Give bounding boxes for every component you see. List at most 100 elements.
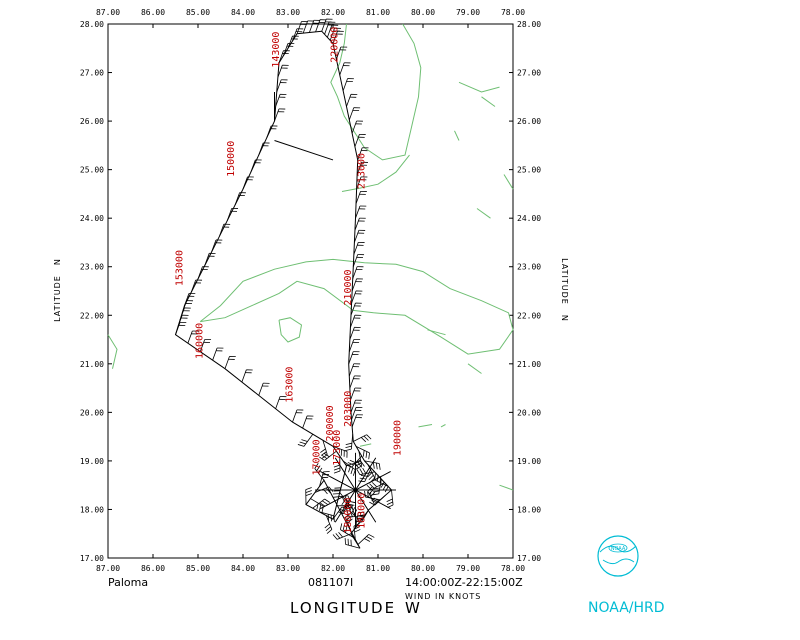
wind-barb [342, 460, 356, 471]
wind-barb [350, 315, 356, 328]
coastline [499, 484, 514, 491]
wind-barb [319, 511, 335, 517]
lon-label-bottom: 85.00 [186, 564, 210, 573]
wind-barb [321, 500, 328, 505]
lon-label-bottom: 83.00 [276, 564, 300, 573]
wind-barb [378, 463, 381, 470]
wind-barb [348, 351, 354, 364]
lon-label-top: 79.00 [456, 8, 480, 17]
wind-barb [278, 50, 284, 63]
wind-barb [354, 529, 361, 533]
plot-frame [107, 23, 514, 559]
wind-barb [367, 464, 376, 479]
lat-label-left: 25.00 [80, 166, 104, 175]
lat-label-right: 28.00 [517, 20, 541, 29]
wind-barb [343, 501, 348, 508]
time-label: 150000 [226, 141, 237, 177]
lat-label-right: 26.00 [517, 117, 541, 126]
wind-barb [348, 363, 355, 377]
wind-barb [342, 524, 345, 532]
wind-barb [360, 509, 370, 523]
logo-text: NOAA [611, 546, 626, 552]
coastline [418, 424, 433, 428]
wind-barb [301, 439, 308, 442]
wind-barb [348, 466, 351, 473]
wind-barb [346, 94, 352, 107]
wind-barb [351, 407, 357, 420]
wind-barb [347, 495, 351, 502]
wind-barb [355, 205, 361, 219]
wind-barb [360, 475, 368, 477]
wind-barb [332, 495, 348, 498]
wind-barb [344, 495, 348, 502]
wind-barb [346, 511, 350, 518]
wind-barb [258, 383, 264, 396]
wind-barb [340, 523, 343, 530]
wind-barb [338, 479, 344, 494]
coastline [503, 174, 514, 190]
wind-barb [368, 489, 374, 495]
coastlines [107, 23, 514, 491]
wind-barb [319, 456, 325, 461]
wind-barb [274, 108, 280, 122]
wind-barb [346, 515, 352, 521]
wind-barb [319, 471, 324, 487]
wind-barb [299, 441, 306, 445]
wind-barb [370, 491, 376, 497]
wind-barb [356, 162, 363, 175]
time-label: 220000 [330, 27, 341, 63]
wind-units: WIND IN KNOTS [405, 592, 481, 601]
wind-barb [258, 142, 264, 156]
wind-barb [369, 483, 375, 489]
time-label: 153000 [174, 250, 185, 286]
wind-barb [357, 462, 362, 468]
wind-barb [353, 230, 360, 243]
wind-barb [316, 465, 321, 472]
wind-barb [367, 491, 375, 505]
wind-barb [308, 20, 315, 33]
wind-barb [312, 498, 325, 509]
coastline [467, 363, 482, 374]
wind-barb [324, 450, 337, 461]
wind-barbs [175, 18, 394, 549]
wind-barb [339, 509, 347, 512]
lon-label-top: 82.00 [321, 8, 345, 17]
wind-barb [368, 452, 370, 460]
wind-barb [374, 494, 387, 506]
coastline [476, 208, 491, 219]
wind-barb [372, 490, 380, 493]
wind-barb [357, 534, 369, 545]
wind-barb [359, 468, 364, 475]
wind-barb [266, 125, 272, 139]
wind-barb [352, 469, 356, 476]
wind-barb [358, 511, 365, 514]
x-axis-hemisphere: W [405, 599, 422, 617]
wind-barb [373, 487, 380, 490]
time-label: 163000 [284, 367, 295, 403]
wind-barb [187, 330, 193, 344]
wind-barb [349, 375, 355, 389]
wind-barb [345, 448, 352, 452]
wind-barb [326, 25, 333, 38]
lat-label-right: 25.00 [517, 166, 541, 175]
wind-barb [320, 451, 327, 456]
wind-barb [314, 463, 319, 469]
wind-barb [323, 488, 328, 495]
wind-barb [314, 486, 330, 493]
coastline [278, 317, 303, 343]
wind-barb [391, 489, 394, 505]
lat-label-left: 26.00 [80, 117, 104, 126]
wind-barb [345, 544, 361, 549]
wind-barb [190, 279, 197, 293]
wind-barb [292, 409, 298, 423]
wind-barb [363, 435, 369, 441]
lat-label-right: 18.00 [517, 505, 541, 514]
wind-barb [364, 538, 371, 542]
coastline [481, 96, 496, 107]
wind-barb [354, 462, 360, 469]
wind-barb [325, 515, 333, 530]
wind-barb [318, 467, 323, 474]
lon-label-top: 86.00 [141, 8, 165, 17]
wind-barb [302, 20, 309, 34]
